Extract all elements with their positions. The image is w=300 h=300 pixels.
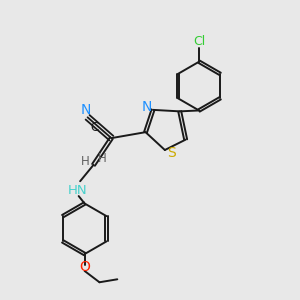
- Text: HN: HN: [68, 184, 87, 196]
- Text: H: H: [81, 155, 90, 168]
- Text: C: C: [90, 121, 98, 134]
- Text: N: N: [141, 100, 152, 114]
- Text: S: S: [167, 146, 176, 160]
- Text: Cl: Cl: [193, 35, 205, 48]
- Text: N: N: [81, 103, 91, 117]
- Text: H: H: [98, 152, 106, 165]
- Text: O: O: [79, 260, 90, 274]
